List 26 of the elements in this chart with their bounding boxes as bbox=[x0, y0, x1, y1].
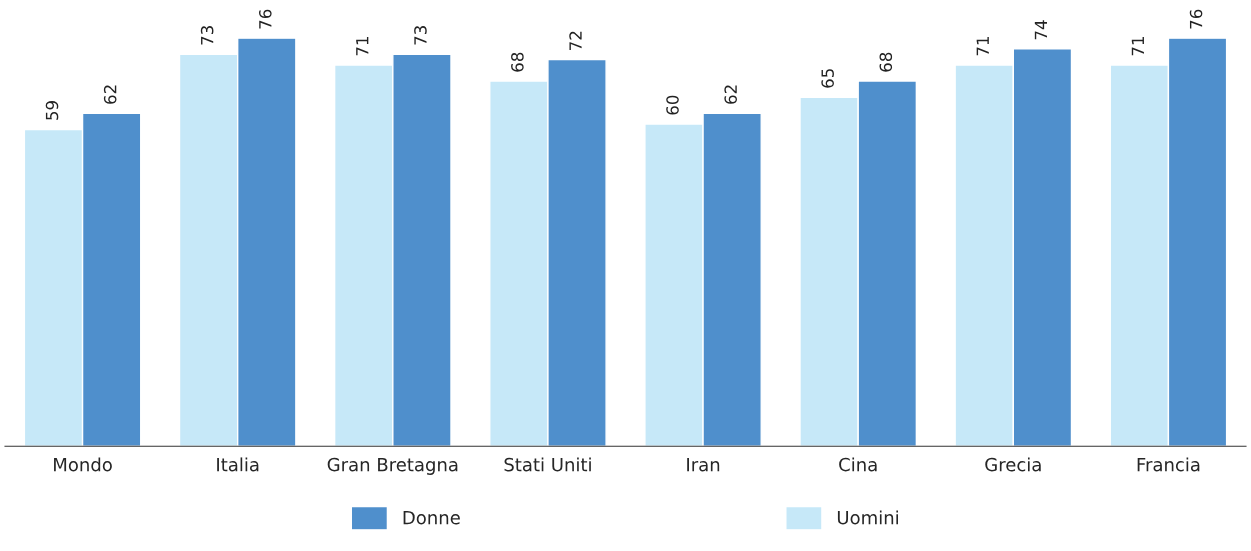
x-tick-label: Stati Uniti bbox=[504, 457, 591, 472]
data-label: 72 bbox=[569, 31, 582, 50]
data-label: 59 bbox=[45, 101, 59, 120]
x-tick-label: Gran Bretagna bbox=[327, 457, 458, 475]
data-label: 76 bbox=[1189, 9, 1203, 29]
data-label: 62 bbox=[103, 85, 117, 104]
data-label: 68 bbox=[879, 52, 893, 72]
legend-label: Donne bbox=[403, 510, 460, 525]
data-label: 71 bbox=[356, 37, 369, 56]
x-tick-label: Grecia bbox=[985, 457, 1041, 472]
data-label: 76 bbox=[259, 9, 272, 29]
data-label: 73 bbox=[414, 26, 427, 45]
x-tick-label: Cina bbox=[839, 457, 877, 472]
data-label: 74 bbox=[1034, 20, 1047, 40]
data-label: 73 bbox=[200, 26, 214, 45]
data-label: 65 bbox=[821, 69, 834, 88]
data-label: 62 bbox=[724, 85, 737, 104]
x-tick-label: Francia bbox=[1137, 457, 1200, 472]
data-label: 71 bbox=[976, 37, 989, 56]
data-label: 71 bbox=[1131, 37, 1144, 56]
legend-label: Uomini bbox=[837, 510, 898, 525]
x-tick-label: Italia bbox=[217, 457, 259, 472]
data-label: 60 bbox=[666, 95, 679, 115]
x-tick-label: Mondo bbox=[54, 457, 112, 472]
data-label: 68 bbox=[511, 52, 524, 72]
x-tick-label: Iran bbox=[687, 457, 720, 472]
